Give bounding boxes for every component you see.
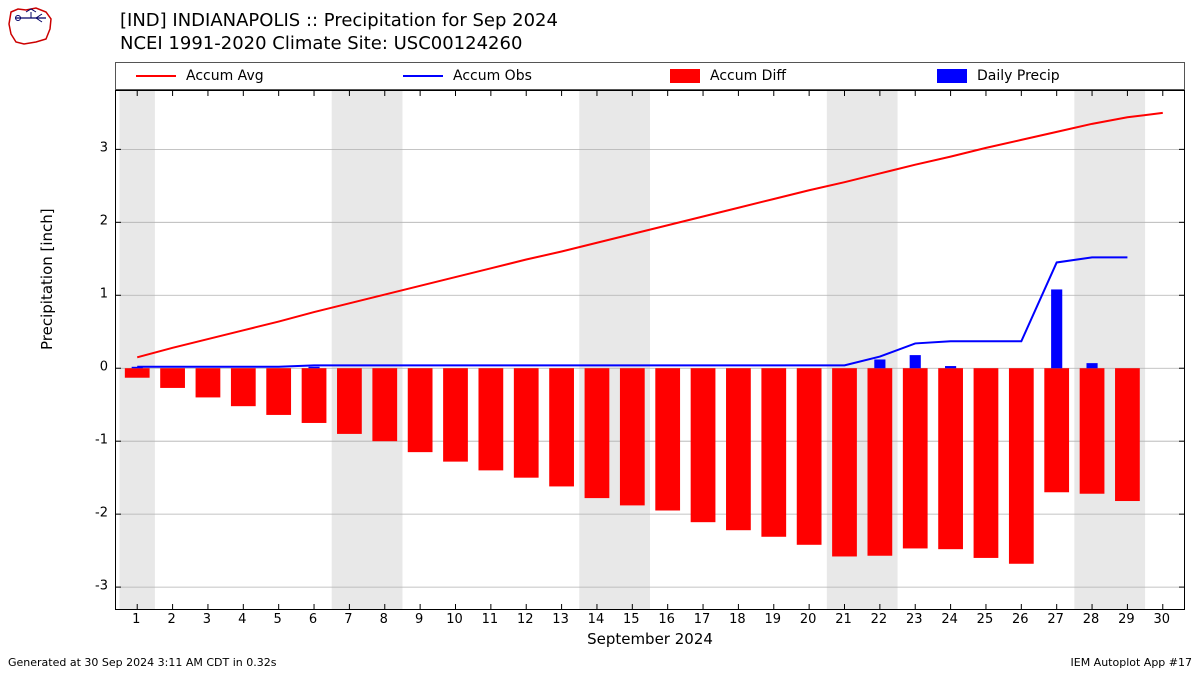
xtick-label: 28 [1083,612,1100,627]
xtick-label: 14 [588,612,605,627]
xtick-label: 23 [906,612,923,627]
legend-item-accum-avg: Accum Avg [116,68,383,84]
xtick-label: 29 [1118,612,1135,627]
xtick-label: 4 [238,612,246,627]
footer-generated-text: Generated at 30 Sep 2024 3:11 AM CDT in … [8,656,276,669]
legend-label: Daily Precip [977,68,1060,84]
ytick-label: 2 [58,214,108,229]
xtick-label: 3 [203,612,211,627]
legend-swatch-patch [937,69,967,83]
title-line-2: NCEI 1991-2020 Climate Site: USC00124260 [120,33,558,56]
xtick-label: 10 [446,612,463,627]
legend-item-accum-diff: Accum Diff [650,68,917,84]
xtick-label: 15 [623,612,640,627]
xtick-label: 9 [415,612,423,627]
y-axis-label: Precipitation [inch] [38,208,56,350]
legend-label: Accum Diff [710,68,786,84]
xtick-label: 16 [658,612,675,627]
title-line-1: [IND] INDIANAPOLIS :: Precipitation for … [120,10,558,33]
xtick-label: 25 [977,612,994,627]
legend-item-daily-precip: Daily Precip [917,68,1184,84]
xtick-label: 13 [552,612,569,627]
xtick-label: 11 [482,612,499,627]
xtick-label: 12 [517,612,534,627]
xtick-label: 1 [132,612,140,627]
xtick-label: 20 [800,612,817,627]
xtick-label: 18 [729,612,746,627]
xtick-label: 24 [941,612,958,627]
legend-label: Accum Obs [453,68,532,84]
plot-area [115,90,1185,610]
legend-swatch-patch [670,69,700,83]
xtick-label: 26 [1012,612,1029,627]
chart-title: [IND] INDIANAPOLIS :: Precipitation for … [120,10,558,55]
ytick-label: -1 [58,433,108,448]
x-axis-label: September 2024 [115,630,1185,648]
ytick-label: 3 [58,141,108,156]
xtick-label: 22 [871,612,888,627]
xtick-label: 19 [764,612,781,627]
legend-label: Accum Avg [186,68,264,84]
xtick-label: 21 [835,612,852,627]
ytick-label: -2 [58,506,108,521]
iem-logo-icon [6,4,56,46]
xtick-label: 27 [1047,612,1064,627]
xtick-label: 8 [380,612,388,627]
xtick-label: 5 [274,612,282,627]
xtick-label: 30 [1154,612,1171,627]
ytick-label: -3 [58,579,108,594]
xtick-label: 7 [344,612,352,627]
xtick-label: 6 [309,612,317,627]
xtick-label: 17 [694,612,711,627]
ytick-label: 1 [58,287,108,302]
xtick-label: 2 [167,612,175,627]
legend: Accum Avg Accum Obs Accum Diff Daily Pre… [115,62,1185,90]
legend-swatch-line [136,75,176,77]
legend-swatch-line [403,75,443,77]
legend-item-accum-obs: Accum Obs [383,68,650,84]
footer-app-text: IEM Autoplot App #17 [1071,656,1193,669]
ytick-label: 0 [58,360,108,375]
